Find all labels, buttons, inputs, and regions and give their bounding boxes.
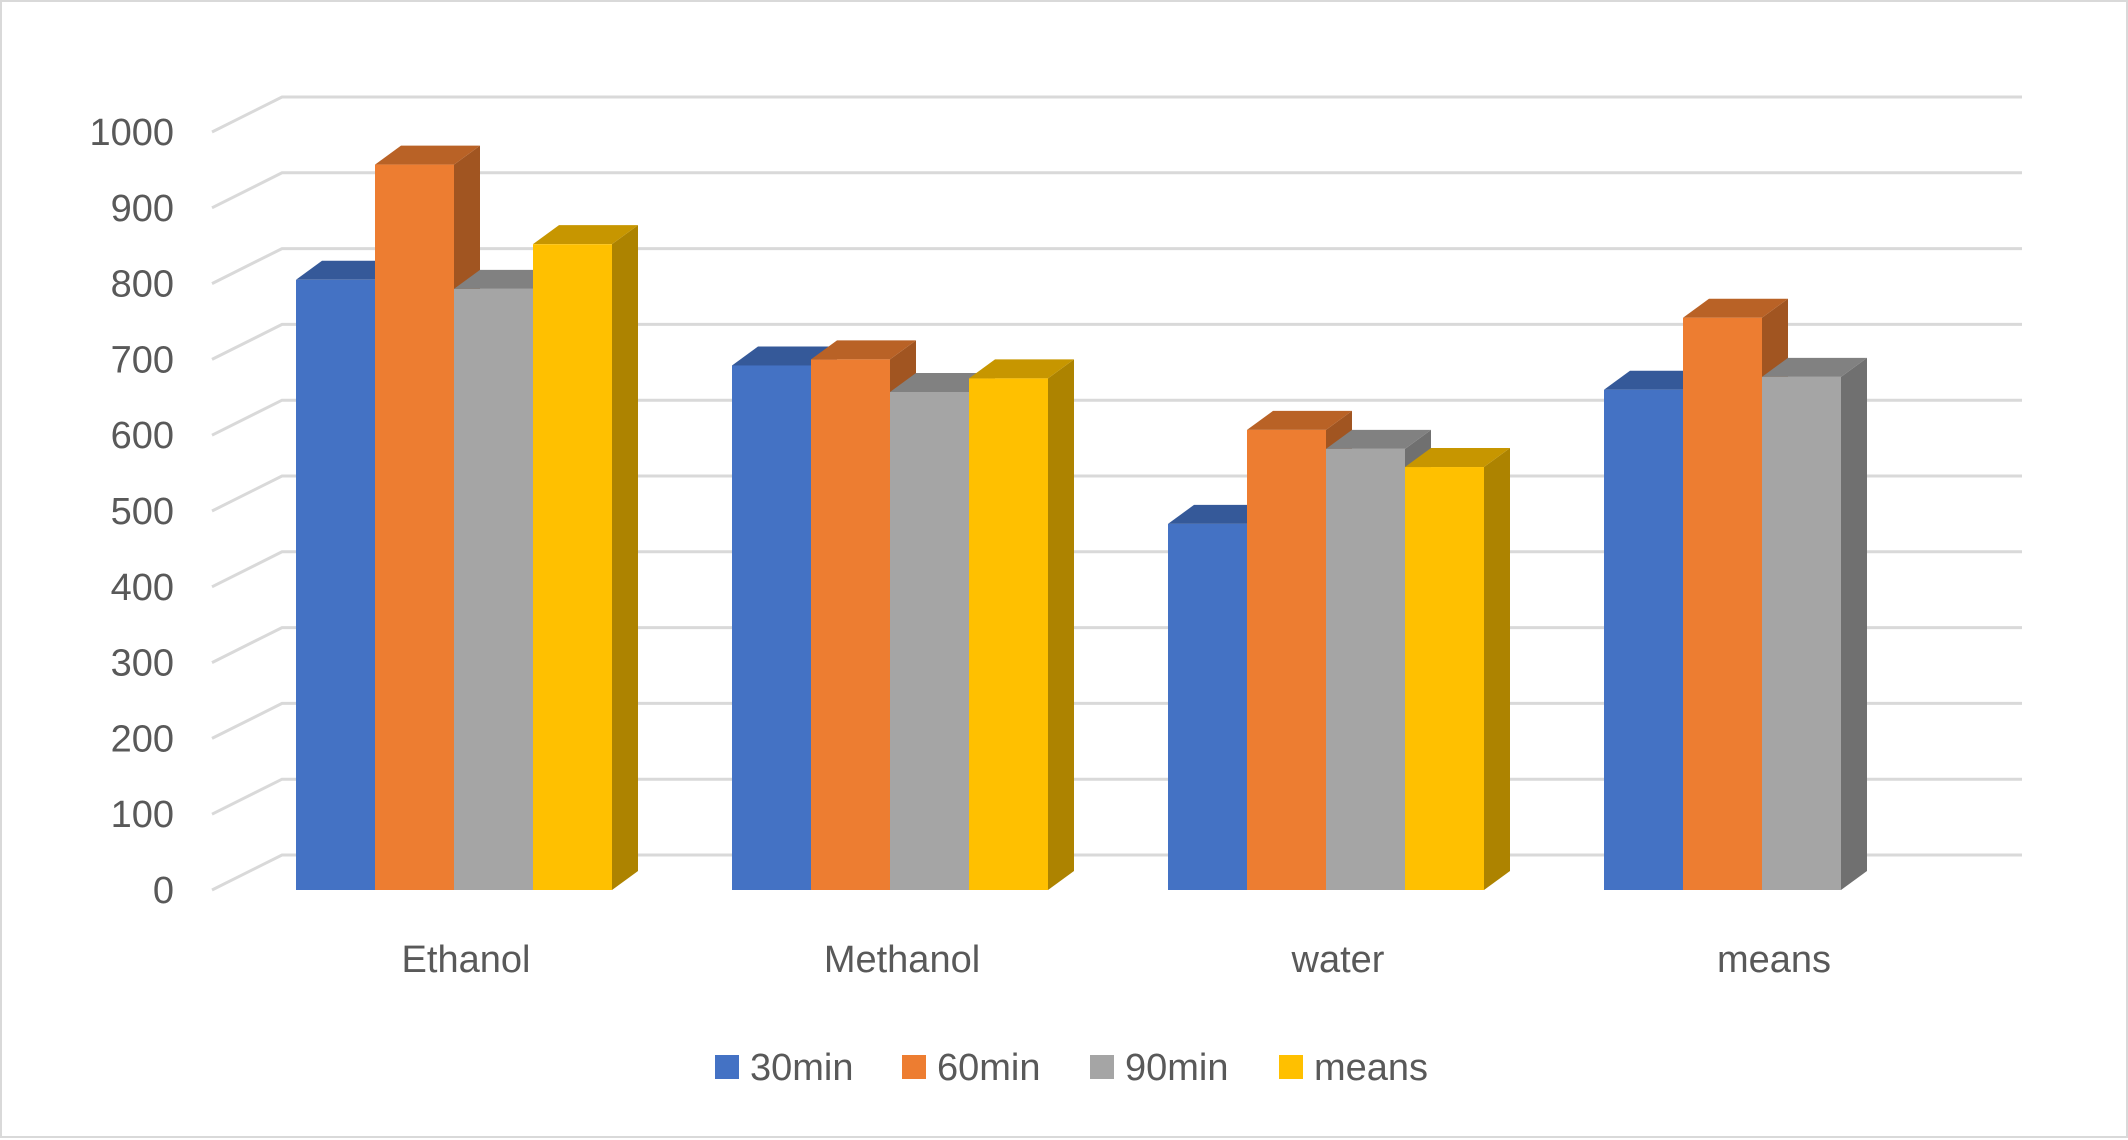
y-tick-label: 1000 bbox=[89, 112, 174, 154]
y-tick-label: 300 bbox=[111, 643, 174, 685]
bar-top bbox=[811, 340, 916, 360]
legend-label: 90min bbox=[1125, 1047, 1229, 1089]
legend-swatch bbox=[1090, 1055, 1114, 1079]
bar-top bbox=[732, 346, 837, 366]
bar-front bbox=[454, 288, 533, 890]
y-tick-label: 500 bbox=[111, 491, 174, 533]
bar-top bbox=[1247, 410, 1352, 430]
legend-label: means bbox=[1314, 1047, 1428, 1089]
gridline bbox=[211, 247, 2022, 285]
bar-top bbox=[1326, 429, 1431, 449]
bar-side bbox=[612, 225, 638, 890]
bar-front bbox=[533, 244, 612, 890]
bar-means-Methanol bbox=[969, 359, 1074, 891]
legend-item-means: means bbox=[1279, 1047, 1428, 1089]
legend-item-30min: 30min bbox=[715, 1047, 854, 1089]
gridlines bbox=[211, 95, 2022, 892]
legend-item-60min: 60min bbox=[902, 1047, 1041, 1089]
bar-top bbox=[454, 269, 559, 289]
bar-side bbox=[1048, 359, 1074, 891]
y-tick-label: 800 bbox=[111, 264, 174, 306]
bar-front bbox=[375, 164, 454, 890]
bar-90min-means bbox=[1762, 357, 1867, 891]
bar-top bbox=[969, 359, 1074, 379]
bar-top bbox=[1683, 298, 1788, 318]
bar-top bbox=[1168, 504, 1273, 524]
bar-top bbox=[890, 372, 995, 392]
bar-side bbox=[1841, 357, 1867, 891]
bar-top bbox=[1762, 357, 1867, 377]
legend-label: 60min bbox=[937, 1047, 1041, 1089]
category-label: means bbox=[1717, 939, 1831, 981]
x-axis-categories: Ethanol Methanol water means bbox=[402, 939, 1831, 981]
bar-front bbox=[732, 365, 811, 890]
gridline bbox=[211, 398, 2022, 437]
bar-side bbox=[1484, 448, 1510, 890]
y-tick-label: 600 bbox=[111, 415, 174, 457]
y-tick-label: 100 bbox=[111, 794, 174, 836]
gridline bbox=[211, 171, 2022, 210]
bar-front bbox=[1405, 467, 1484, 890]
y-axis-ticks: 0 100 200 300 400 500 600 700 800 900 1000 bbox=[89, 112, 174, 912]
category-label: Methanol bbox=[824, 939, 980, 981]
bar-front bbox=[969, 378, 1048, 890]
y-tick-label: 0 bbox=[153, 870, 174, 912]
bar-front bbox=[1247, 429, 1326, 890]
legend-swatch bbox=[902, 1055, 926, 1079]
bar-front bbox=[1762, 376, 1841, 891]
bar-front bbox=[1168, 523, 1247, 890]
category-label: water bbox=[1291, 939, 1385, 981]
gridline bbox=[211, 95, 2022, 134]
bar-top bbox=[1405, 448, 1510, 468]
legend-item-90min: 90min bbox=[1090, 1047, 1229, 1089]
bar-top bbox=[296, 260, 401, 280]
bar-means-Ethanol bbox=[533, 225, 638, 890]
bar-front bbox=[1604, 389, 1683, 890]
bars bbox=[296, 145, 1867, 891]
legend: 30min 60min 90min means bbox=[715, 1047, 1428, 1089]
legend-label: 30min bbox=[750, 1047, 854, 1089]
bar-front bbox=[296, 279, 375, 890]
bar-front bbox=[1683, 317, 1762, 891]
y-tick-label: 700 bbox=[111, 339, 174, 381]
bar-front bbox=[1326, 448, 1405, 890]
bar-means-water bbox=[1405, 448, 1510, 890]
legend-swatch bbox=[715, 1055, 739, 1079]
bar-top bbox=[533, 225, 638, 245]
y-tick-label: 400 bbox=[111, 567, 174, 609]
bar-top bbox=[1604, 370, 1709, 390]
y-tick-label: 200 bbox=[111, 718, 174, 760]
bar-front bbox=[890, 391, 969, 890]
bar-front bbox=[811, 359, 890, 890]
legend-swatch bbox=[1279, 1055, 1303, 1079]
bar-top bbox=[375, 145, 480, 165]
y-tick-label: 900 bbox=[111, 188, 174, 230]
category-label: Ethanol bbox=[402, 939, 531, 981]
gridline bbox=[211, 322, 2022, 361]
